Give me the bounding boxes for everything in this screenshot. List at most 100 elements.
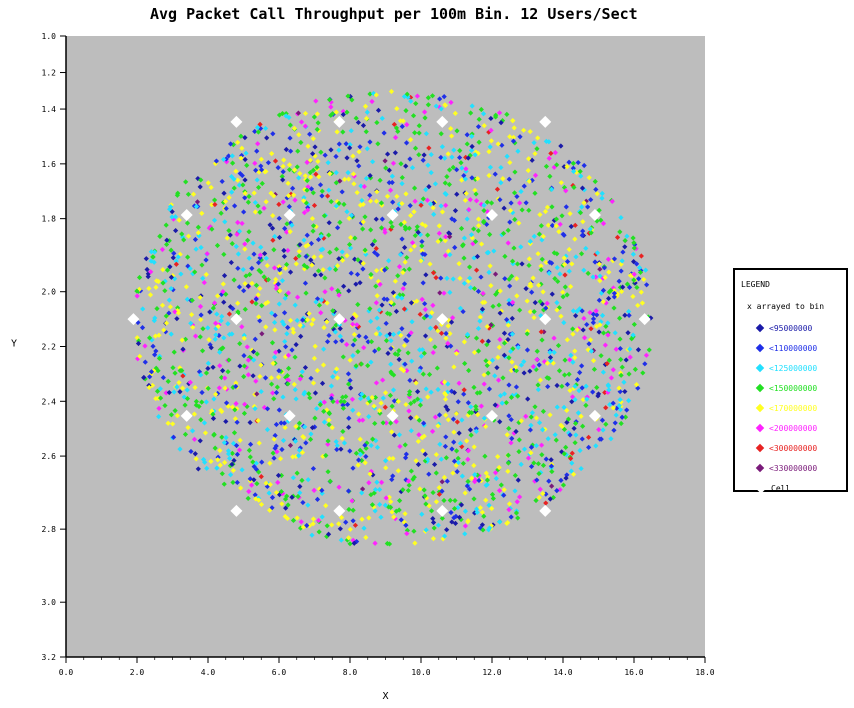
data-point xyxy=(517,494,523,500)
data-point xyxy=(578,465,584,472)
data-point xyxy=(223,205,229,212)
data-point xyxy=(543,163,550,170)
data-point xyxy=(267,460,273,466)
data-point xyxy=(419,243,425,249)
data-point xyxy=(338,514,345,521)
data-point xyxy=(179,337,185,343)
data-point xyxy=(341,201,347,207)
data-point xyxy=(225,448,232,454)
data-point xyxy=(421,152,427,158)
data-point xyxy=(506,413,512,419)
data-point xyxy=(313,223,319,230)
data-point xyxy=(307,157,313,163)
data-point xyxy=(231,277,237,283)
data-point xyxy=(359,490,365,496)
data-point xyxy=(290,517,297,524)
data-point xyxy=(483,497,489,503)
data-point xyxy=(333,267,339,273)
data-point xyxy=(336,292,342,298)
data-point xyxy=(612,420,618,426)
data-point xyxy=(241,335,247,341)
data-point xyxy=(570,308,576,314)
data-point xyxy=(539,427,546,433)
data-point xyxy=(549,260,555,266)
data-point xyxy=(556,229,562,235)
data-point xyxy=(312,415,318,421)
data-point xyxy=(277,270,283,276)
data-point xyxy=(259,331,265,337)
data-point xyxy=(352,256,358,262)
data-point xyxy=(570,359,576,365)
data-point xyxy=(198,177,204,183)
data-point xyxy=(471,349,478,356)
data-point xyxy=(446,181,452,188)
data-point xyxy=(423,187,429,193)
data-point xyxy=(348,212,355,218)
data-point xyxy=(584,321,590,328)
cell-marker xyxy=(486,409,498,422)
data-point xyxy=(377,177,383,183)
data-point xyxy=(319,380,326,386)
data-point xyxy=(487,525,493,531)
data-point xyxy=(453,513,459,519)
data-point xyxy=(459,165,465,171)
data-point xyxy=(498,482,504,488)
data-point xyxy=(390,387,397,393)
data-point xyxy=(303,200,309,206)
data-point xyxy=(346,535,352,541)
data-point xyxy=(532,478,538,484)
data-point xyxy=(510,210,516,216)
data-point xyxy=(233,380,239,386)
data-point xyxy=(381,130,387,136)
data-point xyxy=(353,281,359,287)
data-point xyxy=(561,320,567,326)
data-point xyxy=(423,495,430,501)
data-point xyxy=(643,267,649,273)
data-point xyxy=(501,352,507,358)
data-point xyxy=(234,451,241,458)
data-point xyxy=(558,477,564,484)
cell-marker xyxy=(539,504,552,517)
data-point xyxy=(399,200,405,207)
data-point xyxy=(517,307,523,313)
data-point xyxy=(610,400,616,406)
data-point xyxy=(469,133,475,139)
data-point xyxy=(316,529,322,535)
data-point xyxy=(408,400,414,407)
data-point xyxy=(422,451,428,457)
data-point xyxy=(230,160,236,166)
data-point xyxy=(614,293,620,299)
data-point xyxy=(467,275,473,281)
data-point xyxy=(626,398,632,404)
data-point xyxy=(333,322,339,328)
data-point xyxy=(418,353,424,359)
data-point xyxy=(182,402,188,408)
data-point xyxy=(170,421,176,427)
cell-marker xyxy=(333,313,346,326)
data-point xyxy=(296,253,302,259)
data-point xyxy=(408,468,414,474)
data-point xyxy=(388,345,394,352)
data-point xyxy=(510,346,516,352)
data-point xyxy=(448,99,454,106)
x-axis-label: X xyxy=(382,691,388,702)
data-point xyxy=(372,420,378,427)
data-point xyxy=(419,347,426,353)
data-point xyxy=(619,414,625,420)
data-point xyxy=(387,331,393,337)
data-point xyxy=(593,186,599,193)
data-point xyxy=(392,516,398,522)
data-point xyxy=(553,437,559,443)
data-point xyxy=(362,460,368,466)
data-point xyxy=(219,471,225,477)
data-point xyxy=(376,486,383,493)
data-point xyxy=(549,291,555,297)
data-point xyxy=(288,148,294,154)
data-point xyxy=(495,141,501,147)
data-point xyxy=(623,357,629,363)
data-point xyxy=(526,256,532,262)
data-point xyxy=(256,497,262,503)
data-point xyxy=(423,313,430,319)
data-point xyxy=(606,269,612,275)
data-point xyxy=(445,340,451,347)
